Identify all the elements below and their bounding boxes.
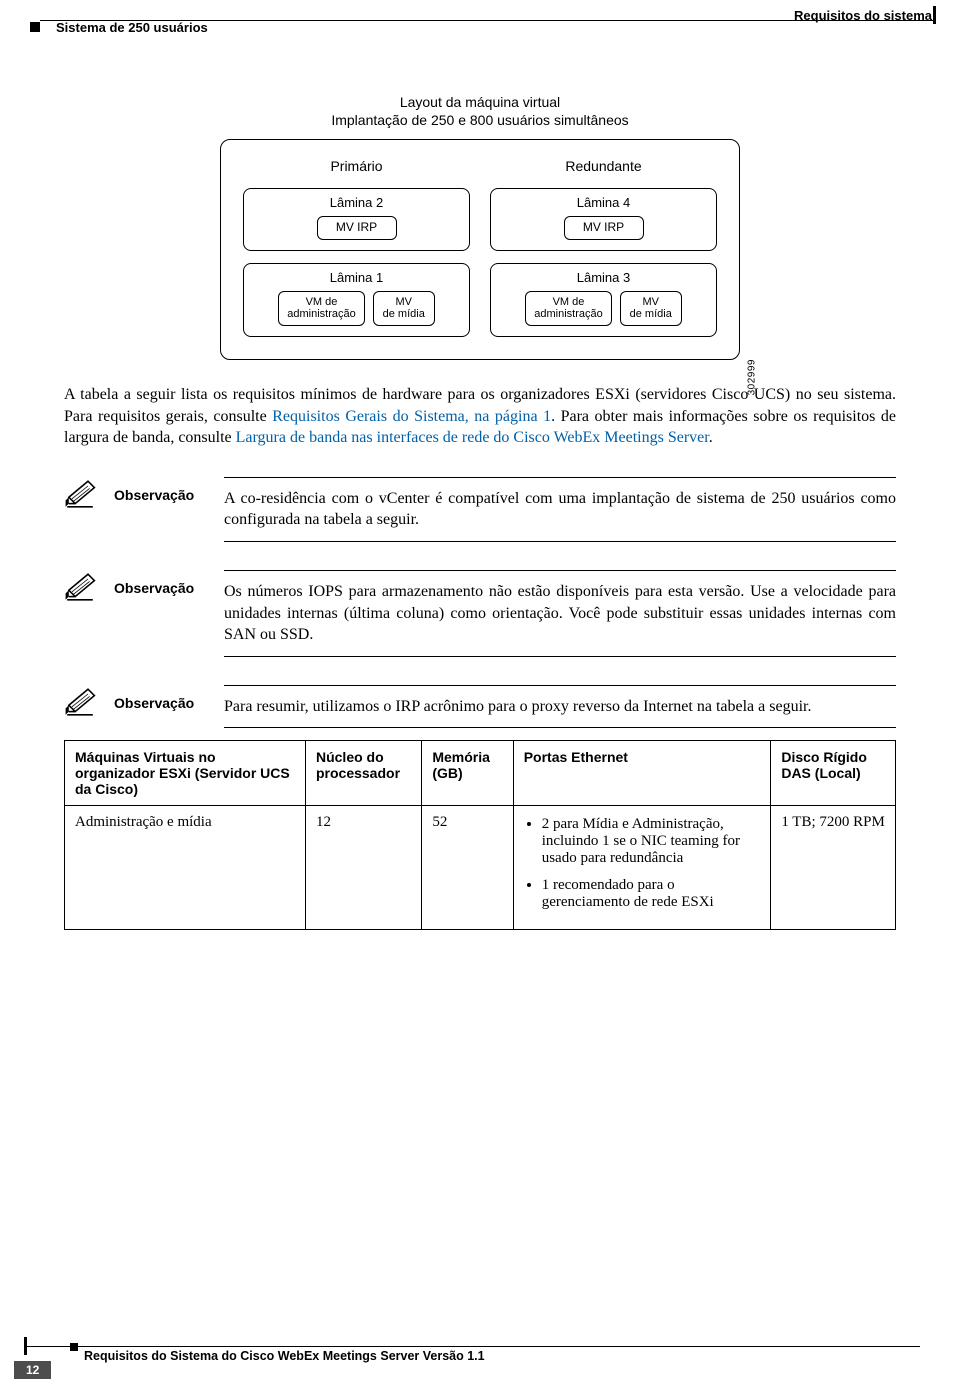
page-number: 12	[14, 1361, 51, 1379]
column-label: Primário	[330, 158, 382, 174]
cell-mem: 52	[422, 806, 513, 930]
footer-title: Requisitos do Sistema do Cisco WebEx Mee…	[84, 1349, 485, 1363]
cell-disk: 1 TB; 7200 RPM	[771, 806, 896, 930]
header-square	[30, 22, 40, 32]
note-icon	[64, 687, 96, 722]
blade-box: Lâmina 3 VM deadministração MVde mídia	[490, 263, 717, 337]
vm-box: VM deadministração	[278, 291, 364, 326]
footer-square	[70, 1343, 78, 1351]
blade-label: Lâmina 3	[501, 270, 706, 285]
blade-label: Lâmina 1	[254, 270, 459, 285]
note-label: Observação	[114, 685, 206, 711]
diagram-code: 302999	[746, 359, 757, 395]
diagram-frame: 302999 PrimárioLâmina 2MV IRPLâmina 1VM …	[220, 139, 740, 360]
note-icon	[64, 479, 96, 514]
blade-label: Lâmina 4	[501, 195, 706, 210]
vm-row: MV IRP	[254, 216, 459, 240]
diagram-title-line2: Implantação de 250 e 800 usuários simult…	[331, 112, 628, 128]
vm-layout-diagram: Layout da máquina virtual Implantação de…	[220, 94, 740, 360]
th-eth: Portas Ethernet	[513, 741, 771, 806]
page-content: Layout da máquina virtual Implantação de…	[0, 40, 960, 930]
vm-box: MVde mídia	[620, 291, 682, 326]
eth-item: 2 para Mídia e Administração, incluindo …	[542, 816, 761, 867]
cell-eth: 2 para Mídia e Administração, incluindo …	[513, 806, 771, 930]
blade-box: Lâmina 2 MV IRP	[243, 188, 470, 251]
vm-box: MV IRP	[564, 216, 644, 240]
header-right-text: Requisitos do sistema	[794, 8, 932, 23]
eth-item: 1 recomendado para o gerenciamento de re…	[542, 877, 761, 911]
diagram-column: Primário Lâmina 2 MV IRP Lâmina 1 VM deadmin…	[243, 158, 470, 337]
diagram-title: Layout da máquina virtual Implantação de…	[220, 94, 740, 129]
header-endcap	[933, 6, 936, 24]
note-text: Os números IOPS para armazenamento não e…	[224, 570, 896, 657]
column-label: Redundante	[565, 158, 641, 174]
blade-box: Lâmina 1 VM deadministração MVde mídia	[243, 263, 470, 337]
requirements-table: Máquinas Virtuais no organizador ESXi (S…	[64, 740, 896, 930]
vm-box: MVde mídia	[373, 291, 435, 326]
note-block: Observação A co-residência com o vCenter …	[64, 477, 896, 542]
page-footer: Requisitos do Sistema do Cisco WebEx Mee…	[0, 1341, 960, 1381]
diagram-column: Redundante Lâmina 4 MV IRP Lâmina 3 VM deadm…	[490, 158, 717, 337]
diagram-title-line1: Layout da máquina virtual	[400, 94, 560, 110]
table-row: Administração e mídia 12 52 2 para Mídia…	[65, 806, 896, 930]
header-left-text: Sistema de 250 usuários	[56, 20, 208, 35]
note-text: Para resumir, utilizamos o IRP acrônimo …	[224, 685, 896, 729]
intro-paragraph: A tabela a seguir lista os requisitos mí…	[64, 384, 896, 449]
note-text: A co-residência com o vCenter é compatív…	[224, 477, 896, 542]
cell-vm: Administração e mídia	[65, 806, 306, 930]
blade-box: Lâmina 4 MV IRP	[490, 188, 717, 251]
vm-row: VM deadministração MVde mídia	[501, 291, 706, 326]
vm-box: VM deadministração	[525, 291, 611, 326]
th-core: Núcleo do processador	[305, 741, 421, 806]
footer-rule	[27, 1346, 920, 1347]
vm-row: VM deadministração MVde mídia	[254, 291, 459, 326]
vm-row: MV IRP	[501, 216, 706, 240]
running-header: Requisitos do sistema Sistema de 250 usu…	[0, 0, 960, 40]
para-text-3: .	[709, 429, 713, 446]
note-icon	[64, 572, 96, 607]
note-label: Observação	[114, 570, 206, 596]
note-label: Observação	[114, 477, 206, 503]
note-block: Observação Para resumir, utilizamos o IRP…	[64, 685, 896, 729]
link-requisitos-gerais[interactable]: Requisitos Gerais do Sistema, na página …	[272, 408, 551, 425]
th-mem: Memória (GB)	[422, 741, 513, 806]
th-vm: Máquinas Virtuais no organizador ESXi (S…	[65, 741, 306, 806]
note-block: Observação Os números IOPS para armazenam…	[64, 570, 896, 657]
cell-core: 12	[305, 806, 421, 930]
footer-endcap	[24, 1337, 27, 1355]
link-largura-banda[interactable]: Largura de banda nas interfaces de rede …	[236, 429, 709, 446]
blade-label: Lâmina 2	[254, 195, 459, 210]
th-disk: Disco Rígido DAS (Local)	[771, 741, 896, 806]
vm-box: MV IRP	[317, 216, 397, 240]
